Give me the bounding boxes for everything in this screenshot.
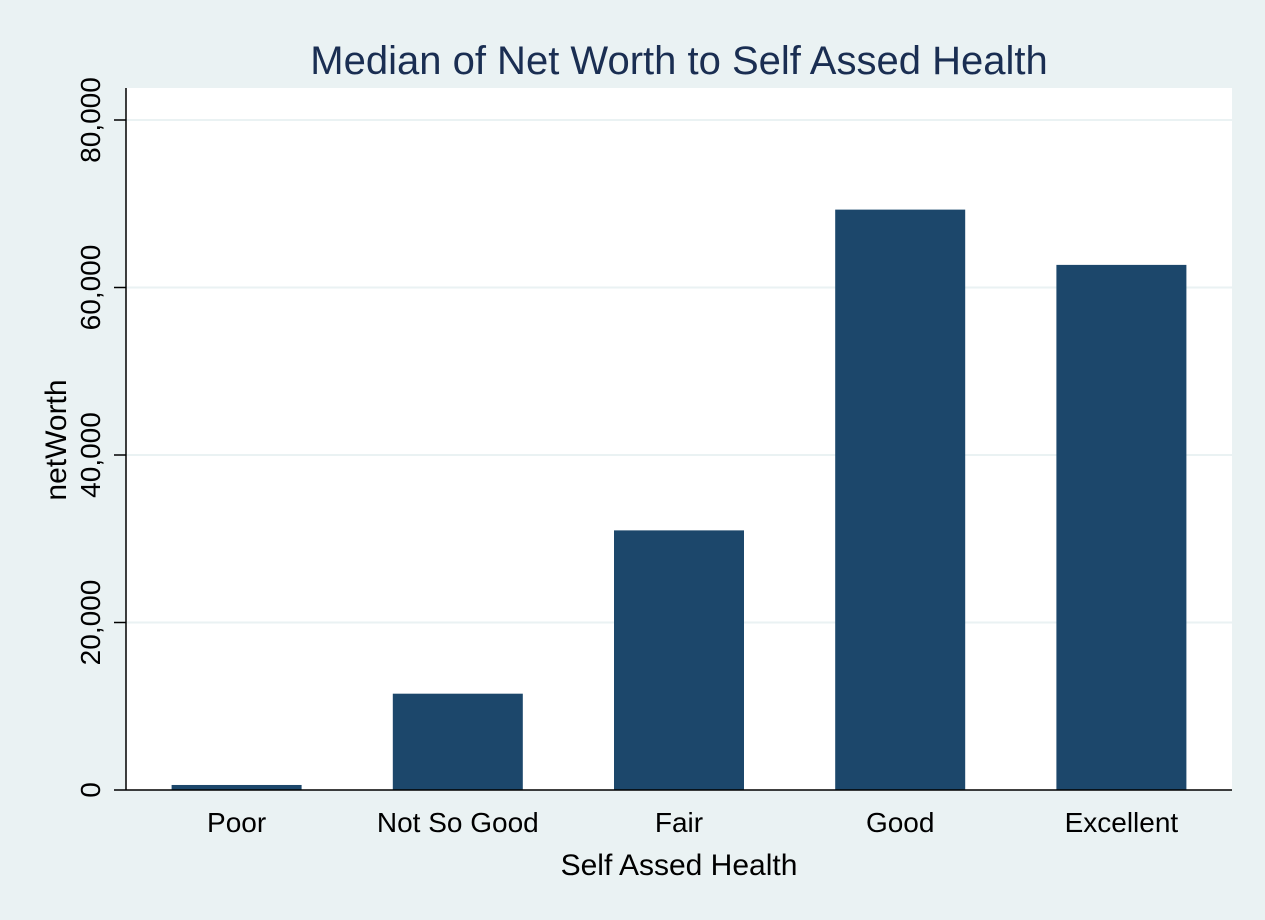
bar-poor	[171, 784, 302, 790]
y-tick-label: 0	[75, 782, 106, 798]
chart-title: Median of Net Worth to Self Assed Health	[310, 39, 1047, 83]
bars	[171, 209, 1187, 791]
bar-excellent	[1056, 264, 1187, 790]
axes: Poor Not So Good Fair Good Excellent 0 20,000 4…	[75, 77, 1232, 838]
x-axis-label: Self Assed Health	[561, 849, 798, 882]
gridlines	[126, 119, 1232, 624]
y-tick-label: 80,000	[75, 77, 106, 163]
bar-not-so-good	[392, 693, 523, 790]
x-tick-label: Poor	[207, 807, 266, 838]
x-tick-label: Excellent	[1065, 807, 1179, 838]
bar-fair	[614, 530, 744, 790]
x-tick-label: Fair	[655, 807, 703, 838]
y-tick-label: 40,000	[75, 412, 106, 498]
y-tick-label: 60,000	[75, 245, 106, 331]
x-tick-label: Good	[866, 807, 935, 838]
bar-good	[835, 209, 966, 791]
x-tick-label: Not So Good	[377, 807, 539, 838]
y-axis-label: netWorth	[40, 379, 73, 500]
y-tick-label: 20,000	[75, 580, 106, 666]
